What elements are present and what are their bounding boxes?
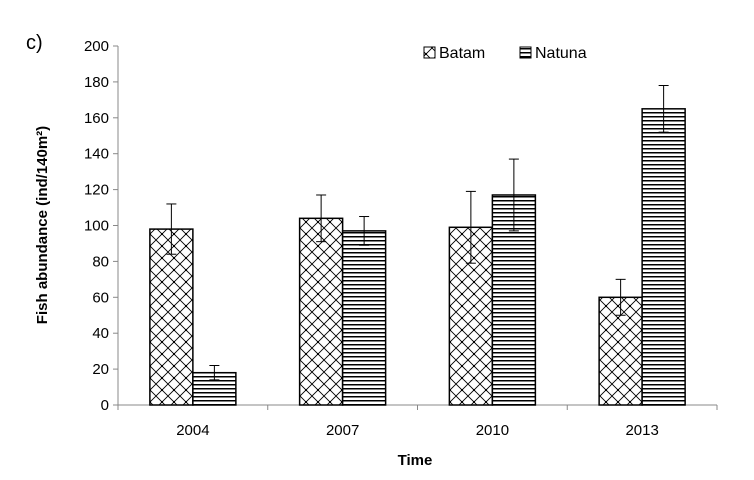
bar-batam-2007	[298, 217, 344, 406]
x-axis: 2004 2007 2010 2013	[117, 404, 718, 439]
y-tick-label: 80	[92, 253, 109, 270]
y-tick-label: 180	[84, 74, 109, 91]
y-tick-label: 200	[84, 38, 109, 55]
legend-swatch-natuna	[519, 46, 532, 59]
y-axis: 0 20 40 60 80 100 120 140 160 180 200	[84, 38, 119, 414]
legend: Batam Natuna	[423, 45, 587, 62]
y-tick-label: 0	[101, 397, 109, 414]
y-tick-label: 160	[84, 110, 109, 127]
x-tick-label: 2004	[176, 422, 209, 439]
bars	[149, 108, 686, 406]
legend-label-natuna: Natuna	[535, 45, 587, 62]
bar-batam-2004	[149, 228, 194, 406]
bar-natuna-2013	[641, 108, 686, 406]
y-axis-title: Fish abundance (ind/140m²)	[34, 126, 51, 324]
y-tick-label: 140	[84, 146, 109, 163]
x-tick-label: 2013	[625, 422, 658, 439]
legend-label-batam: Batam	[439, 45, 485, 62]
y-tick-label: 40	[92, 325, 109, 342]
bar-natuna-2007	[341, 230, 387, 406]
panel-label: c)	[26, 32, 43, 54]
legend-swatch-batam	[423, 46, 436, 59]
y-tick-label: 60	[92, 289, 109, 306]
x-tick-label: 2010	[476, 422, 509, 439]
x-tick-label: 2007	[326, 422, 359, 439]
error-bars	[166, 84, 669, 381]
y-tick-label: 120	[84, 182, 109, 199]
y-tick-label: 20	[92, 361, 109, 378]
y-tick-label: 100	[84, 218, 109, 235]
x-axis-title: Time	[398, 452, 433, 469]
